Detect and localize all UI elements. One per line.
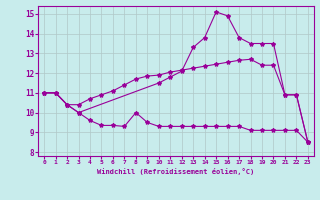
X-axis label: Windchill (Refroidissement éolien,°C): Windchill (Refroidissement éolien,°C) — [97, 168, 255, 175]
